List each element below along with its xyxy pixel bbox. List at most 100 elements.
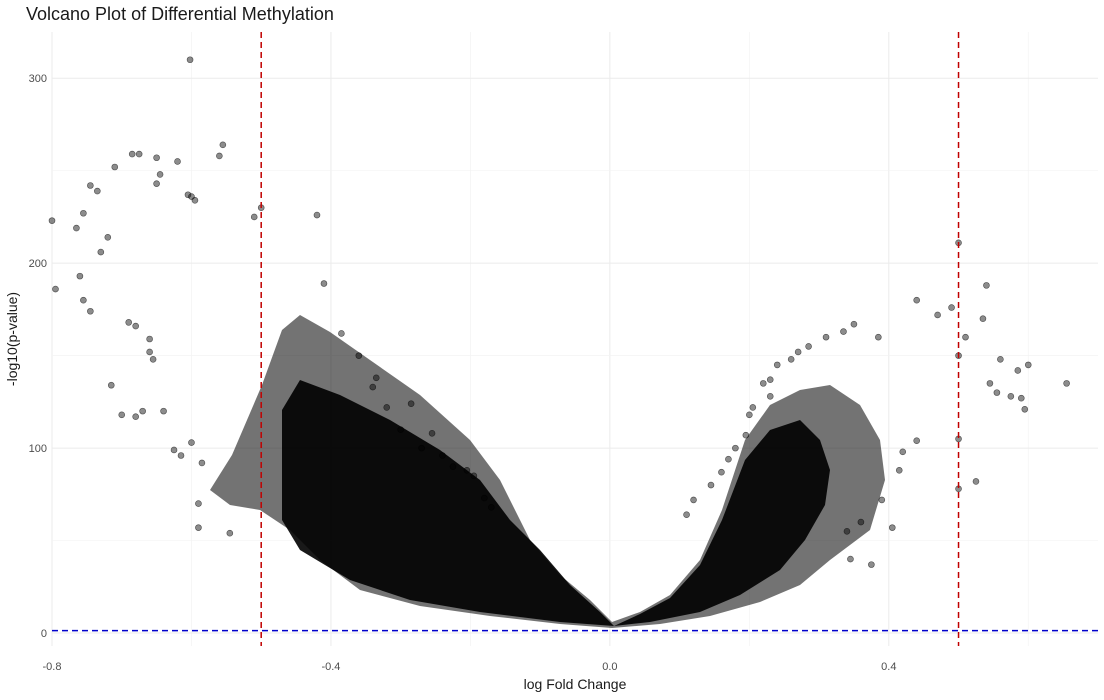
x-axis-title: log Fold Change	[524, 676, 627, 692]
data-point	[407, 400, 415, 408]
data-point	[146, 348, 153, 356]
data-point	[449, 463, 457, 470]
data-point	[73, 224, 80, 232]
data-point	[250, 213, 258, 221]
data-point	[149, 356, 157, 363]
data-point	[979, 315, 987, 322]
data-point	[759, 380, 767, 387]
data-point	[766, 393, 774, 400]
data-point	[48, 217, 56, 224]
data-point	[146, 335, 153, 343]
data-point	[843, 528, 851, 535]
data-point	[857, 518, 865, 526]
data-point	[1017, 394, 1025, 402]
data-point	[822, 333, 830, 341]
data-point	[320, 280, 328, 287]
data-point	[132, 413, 139, 420]
right-cluster-core	[614, 420, 830, 626]
x-tick-label: -0.4	[321, 661, 340, 673]
data-point	[766, 376, 774, 383]
data-point	[488, 503, 495, 511]
data-point	[794, 348, 802, 356]
data-point	[160, 407, 167, 415]
y-tick-label: 0	[41, 628, 47, 640]
plot-panel	[52, 32, 1098, 646]
data-point	[76, 272, 84, 280]
data-point	[118, 411, 126, 419]
data-point	[418, 444, 425, 452]
data-point	[125, 319, 133, 326]
threshold-lines	[52, 32, 1098, 646]
data-point	[170, 446, 178, 454]
data-point	[52, 285, 59, 293]
data-point	[850, 320, 858, 328]
y-axis-title: -log10(p-value)	[4, 292, 20, 386]
data-point	[773, 361, 781, 369]
data-point	[962, 333, 969, 341]
data-point	[97, 248, 105, 256]
x-axis-ticks: -0.8 -0.4 0.0 0.4	[43, 661, 897, 673]
data-point	[888, 524, 896, 531]
data-point	[742, 431, 750, 439]
data-point	[139, 407, 146, 415]
data-point	[195, 524, 202, 531]
grid-lines	[51, 32, 1098, 646]
data-point	[725, 455, 732, 463]
data-point	[128, 150, 136, 158]
data-point	[80, 209, 87, 217]
data-point	[470, 472, 478, 480]
data-point	[868, 561, 875, 568]
data-point	[895, 467, 903, 474]
data-point	[913, 437, 920, 445]
data-point	[184, 191, 192, 199]
data-point	[107, 381, 115, 389]
y-tick-label: 200	[29, 258, 47, 270]
left-cluster-core	[282, 380, 614, 626]
point-density-clusters	[210, 315, 885, 628]
data-point	[135, 150, 143, 158]
data-point	[972, 478, 980, 485]
data-point	[87, 182, 94, 189]
data-point	[986, 380, 994, 387]
data-point	[787, 356, 795, 363]
data-point	[1014, 367, 1022, 374]
data-point	[847, 555, 854, 563]
x-tick-label: -0.8	[43, 661, 62, 673]
data-point	[80, 296, 87, 304]
data-point	[683, 511, 690, 518]
data-point	[805, 343, 812, 350]
data-point	[226, 529, 234, 537]
y-axis-ticks: 0 100 200 300	[29, 73, 47, 640]
data-point	[983, 282, 990, 289]
data-point	[191, 196, 199, 204]
data-point	[428, 430, 436, 437]
data-point	[463, 467, 471, 474]
data-point	[993, 389, 1001, 396]
data-point	[186, 56, 194, 64]
data-point	[87, 307, 94, 315]
data-point	[216, 152, 223, 160]
data-point	[156, 171, 164, 178]
data-point	[132, 322, 139, 330]
data-point	[397, 426, 404, 433]
data-point	[746, 411, 753, 419]
y-tick-label: 100	[29, 443, 47, 455]
data-point	[948, 304, 955, 311]
data-point	[195, 500, 202, 507]
data-point	[707, 481, 715, 489]
data-point	[840, 328, 847, 335]
data-point	[104, 233, 112, 241]
data-point	[1007, 393, 1015, 400]
data-point	[481, 494, 488, 502]
data-point	[1024, 361, 1032, 369]
data-point	[219, 141, 227, 149]
data-point	[313, 211, 321, 219]
data-point	[749, 404, 757, 411]
data-point	[1063, 380, 1070, 387]
scatter-points	[48, 56, 1070, 568]
data-point	[177, 452, 185, 459]
chart-title: Volcano Plot of Differential Methylation	[26, 4, 334, 24]
data-point	[198, 459, 206, 467]
data-point	[878, 496, 886, 504]
